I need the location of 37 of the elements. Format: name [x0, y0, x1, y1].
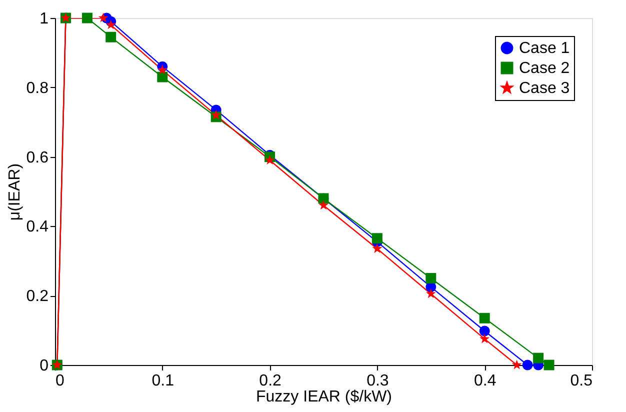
point	[480, 334, 490, 344]
x-tick-label: 0	[56, 372, 64, 390]
y-axis-title: μ(IEAR)	[6, 163, 24, 221]
point	[372, 233, 382, 244]
point	[106, 20, 116, 30]
point	[211, 110, 222, 120]
legend-label: Case 2	[519, 60, 570, 77]
point	[318, 200, 328, 210]
point	[98, 12, 108, 22]
point	[479, 326, 490, 336]
point	[157, 64, 168, 74]
point	[426, 288, 436, 298]
x-tick-label: 0.4	[474, 372, 496, 390]
point	[522, 360, 533, 370]
x-axis-title: Fuzzy IEAR ($/kW)	[256, 388, 392, 406]
point	[82, 12, 92, 24]
point	[479, 312, 490, 324]
point	[426, 273, 436, 284]
y-tick-label: 0.4	[26, 218, 49, 236]
y-tick-label: 0.8	[26, 80, 49, 97]
point	[512, 360, 522, 370]
x-tick-label: 0.1	[152, 372, 174, 390]
x-tick-label: 0.5	[570, 372, 593, 390]
point	[264, 155, 275, 165]
point	[157, 72, 168, 82]
y-tick-label: 0.6	[26, 149, 49, 166]
y-tick-label: 0	[40, 358, 49, 374]
point	[544, 360, 554, 370]
legend-label: Case 1	[519, 40, 570, 57]
point	[533, 352, 544, 364]
x-tick-label: 0.3	[366, 372, 389, 390]
point	[106, 32, 116, 42]
y-tick-label: 0.2	[26, 288, 49, 306]
legend-label: Case 3	[519, 80, 570, 97]
y-tick-label: 1	[40, 10, 49, 28]
point	[372, 244, 382, 253]
x-tick-label: 0.2	[259, 372, 282, 390]
